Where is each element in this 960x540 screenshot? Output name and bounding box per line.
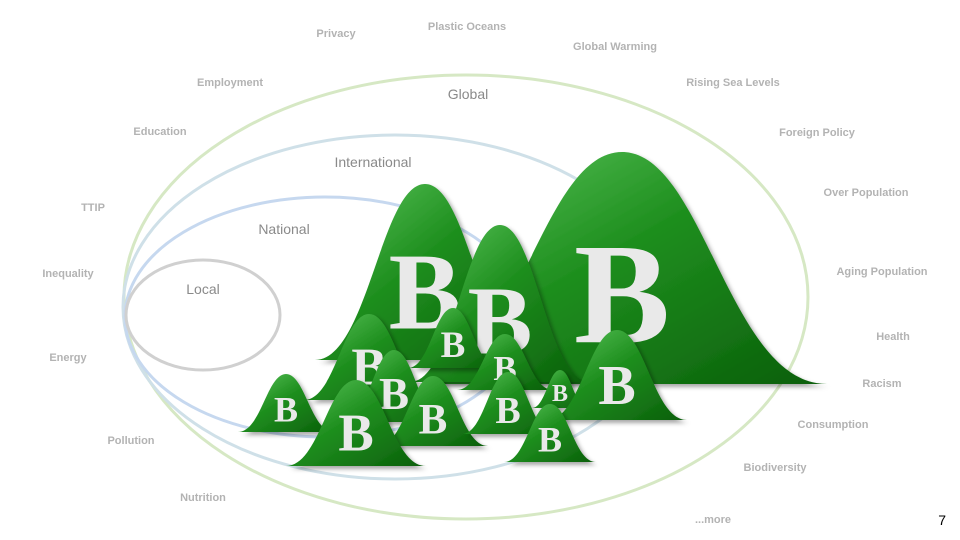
b-bump-shape xyxy=(286,380,426,466)
issue-energy: Energy xyxy=(49,352,87,364)
b-bump-shape xyxy=(378,376,488,446)
b-bump-shape xyxy=(504,404,596,462)
issue-biodiversity: Biodiversity xyxy=(744,462,808,474)
issue-health: Health xyxy=(876,331,910,343)
national-label: National xyxy=(258,221,309,237)
b-bump-shape xyxy=(462,372,554,434)
b-bump-shape xyxy=(457,334,553,390)
local-ring xyxy=(124,258,282,372)
b-bump-shape xyxy=(408,308,498,368)
issue-rising-sea-levels: Rising Sea Levels xyxy=(686,77,780,89)
issue-inequality: Inequality xyxy=(42,268,94,280)
issue-ttip: TTIP xyxy=(81,202,105,214)
issue-racism: Racism xyxy=(862,378,901,390)
b-bump-shape xyxy=(238,374,334,432)
b-letter: B xyxy=(274,390,298,430)
b-letter: B xyxy=(495,390,520,432)
local-label: Local xyxy=(186,281,219,297)
issue-global-warming: Global Warming xyxy=(573,41,657,53)
international-label: International xyxy=(334,154,411,170)
issue-plastic-oceans: Plastic Oceans xyxy=(428,21,506,33)
issue-pollution: Pollution xyxy=(107,435,154,447)
b-bump-shape xyxy=(547,330,687,420)
b-letter: B xyxy=(379,369,409,419)
b-letter: B xyxy=(338,405,373,463)
b-letter: B xyxy=(538,420,562,460)
issue-employment: Employment xyxy=(197,77,263,89)
b-letter: B xyxy=(598,355,635,417)
issue-more: ...more xyxy=(695,514,731,526)
b-letter: B xyxy=(441,325,466,366)
issue-aging-population: Aging Population xyxy=(836,266,927,278)
issue-education: Education xyxy=(133,126,186,138)
issue-nutrition: Nutrition xyxy=(180,492,226,504)
b-letter: B xyxy=(552,381,568,407)
global-label: Global xyxy=(448,86,488,102)
page-number: 7 xyxy=(938,512,946,528)
issue-foreign-policy: Foreign Policy xyxy=(779,127,856,139)
issue-over-population: Over Population xyxy=(824,187,909,199)
issue-privacy: Privacy xyxy=(316,28,356,40)
issue-consumption: Consumption xyxy=(798,419,869,431)
b-letter: B xyxy=(419,396,448,443)
